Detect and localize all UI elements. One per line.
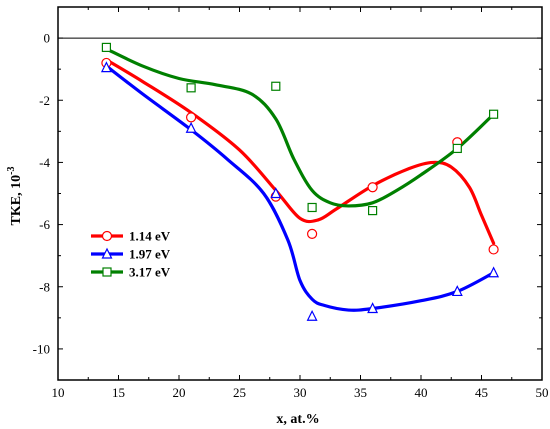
data-point-1-97-eV <box>185 121 197 133</box>
legend-label-1-14-eV: 1.14 eV <box>129 229 171 244</box>
y-tick-label: 0 <box>44 31 51 46</box>
legend-marker-1-97-eV <box>101 247 113 259</box>
y-axis-title: TKE, 10-3 <box>6 167 24 226</box>
plot-frame <box>57 6 543 381</box>
data-point-1-97-eV <box>270 187 282 199</box>
data-point-3-17-eV <box>489 109 499 119</box>
x-tick-label: 45 <box>475 385 488 400</box>
y-tick-label: -4 <box>39 155 50 170</box>
y-tick-label: -8 <box>39 279 50 294</box>
legend-marker-1-14-eV <box>101 230 113 242</box>
data-point-3-17-eV <box>271 81 281 91</box>
y-tick-label: -6 <box>39 217 50 232</box>
x-tick-label: 35 <box>354 385 367 400</box>
data-point-3-17-eV <box>186 83 196 93</box>
data-point-1-97-eV <box>306 309 318 321</box>
data-point-1-97-eV <box>451 285 463 297</box>
data-point-3-17-eV <box>452 143 462 154</box>
data-point-1-14-eV <box>367 182 378 193</box>
legend-label-3-17-eV: 3.17 eV <box>129 265 171 280</box>
data-point-1-97-eV <box>100 61 112 73</box>
x-tick-label: 15 <box>112 385 125 400</box>
x-tick-label: 10 <box>52 385 65 400</box>
series-line-1-14-eV <box>104 58 496 245</box>
data-point-3-17-eV <box>101 42 112 53</box>
x-axis-title: x, at.% <box>276 412 319 427</box>
series-markers <box>100 42 500 321</box>
x-tick-label: 40 <box>415 385 428 400</box>
y-tick-label: -2 <box>39 93 50 108</box>
data-point-1-97-eV <box>367 302 379 314</box>
data-point-1-97-eV <box>488 266 500 278</box>
data-point-1-14-eV <box>307 228 318 240</box>
legend: 1.14 eV 1.97 eV 3.17 eV <box>91 229 171 280</box>
x-tick-label: 20 <box>173 385 186 400</box>
y-tick-label: -10 <box>33 341 50 356</box>
y-axis-title-main: TKE, 10 <box>9 175 24 226</box>
y-axis-title-exponent: -3 <box>6 167 17 175</box>
axes: 10 15 20 25 30 35 40 45 50 0 -2 -4 -6 -8 -10 <box>33 6 549 400</box>
x-tick-label: 50 <box>536 385 549 400</box>
x-tick-label: 25 <box>233 385 246 400</box>
data-point-3-17-eV <box>368 205 378 216</box>
data-point-1-14-eV <box>488 244 499 255</box>
data-point-1-14-eV <box>186 112 197 123</box>
legend-marker-3-17-eV <box>102 267 112 277</box>
legend-label-1-97-eV: 1.97 eV <box>129 247 171 262</box>
x-tick-label: 30 <box>294 385 307 400</box>
data-point-3-17-eV <box>307 202 317 213</box>
series-line-3-17-eV <box>104 47 496 208</box>
